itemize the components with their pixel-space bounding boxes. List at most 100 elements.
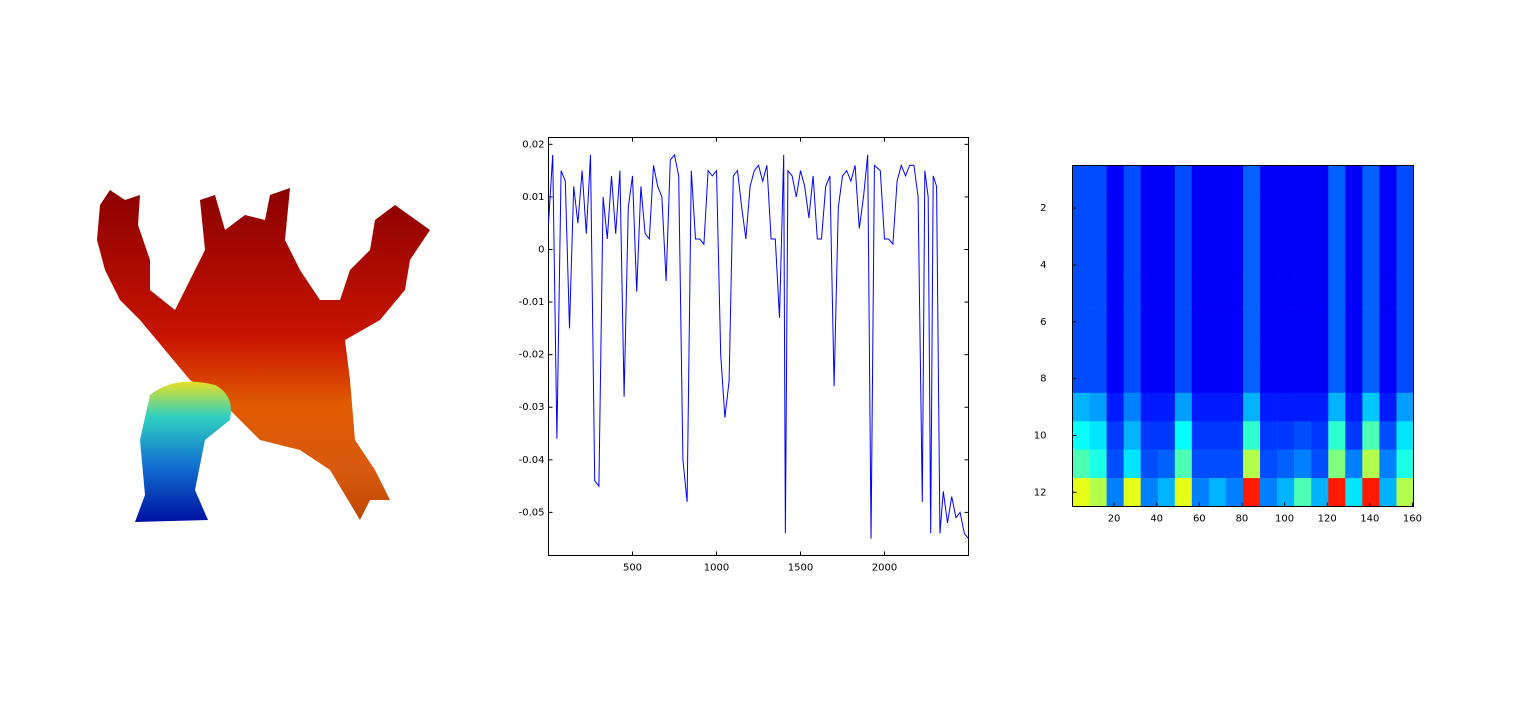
heat-cell <box>1140 421 1159 450</box>
heat-cell <box>1089 165 1107 195</box>
heat-cell <box>1072 364 1090 394</box>
heat-cell <box>1379 222 1397 252</box>
heat-cell <box>1157 193 1176 223</box>
heat-cell <box>1277 421 1295 450</box>
heat-cell <box>1191 478 1210 507</box>
heat-cell <box>1157 336 1176 365</box>
heat-cell <box>1345 364 1363 394</box>
heat-cell <box>1294 193 1312 223</box>
heat-cell <box>1157 364 1176 394</box>
heat-cell <box>1379 478 1397 507</box>
heat-cell <box>1174 478 1193 507</box>
heat-cell <box>1294 392 1312 422</box>
heat-cell <box>1396 449 1414 479</box>
heat-cell <box>1106 279 1124 308</box>
heat-cell <box>1260 222 1278 252</box>
heat-cell <box>1396 336 1414 365</box>
heat-cell <box>1362 222 1380 252</box>
heat-cell <box>1328 193 1346 223</box>
heat-cell <box>1191 250 1210 280</box>
heat-cell <box>1123 449 1141 479</box>
heat-cell <box>1260 421 1278 450</box>
left-leg <box>135 381 231 522</box>
heat-cell <box>1311 250 1329 280</box>
heat-cell <box>1396 279 1414 308</box>
heat-cell <box>1106 364 1124 394</box>
heat-cell <box>1157 449 1176 479</box>
heat-cell <box>1277 364 1295 394</box>
heat-cell <box>1328 392 1346 422</box>
heat-cell <box>1123 222 1141 252</box>
heat-cell <box>1225 421 1244 450</box>
heat-cell <box>1260 279 1278 308</box>
heat-cell <box>1243 449 1261 479</box>
heat-cell <box>1157 165 1176 195</box>
heat-cell <box>1277 449 1295 479</box>
heat-cell <box>1089 392 1107 422</box>
heat-cell <box>1260 165 1278 195</box>
heat-cell <box>1089 193 1107 223</box>
heat-cell <box>1089 336 1107 365</box>
heat-cell <box>1379 421 1397 450</box>
heat-cell <box>1243 392 1261 422</box>
heat-cell <box>1208 364 1227 394</box>
heat-cell <box>1396 478 1414 507</box>
heat-cell <box>1191 449 1210 479</box>
heat-cell <box>1379 193 1397 223</box>
heat-cell <box>1208 307 1227 337</box>
heat-cell <box>1225 279 1244 308</box>
heat-cell <box>1225 250 1244 280</box>
heat-cell <box>1191 193 1210 223</box>
heat-cell <box>1311 193 1329 223</box>
heat-cell <box>1123 478 1141 507</box>
y-tick-label: 12 <box>1034 487 1047 498</box>
heat-cell <box>1260 336 1278 365</box>
heat-cell <box>1277 193 1295 223</box>
heat-cell <box>1362 392 1380 422</box>
heat-cell <box>1260 193 1278 223</box>
heat-cell <box>1311 336 1329 365</box>
heat-cell <box>1208 392 1227 422</box>
heat-cell <box>1157 222 1176 252</box>
heat-cell <box>1140 392 1159 422</box>
y-tick-label: -0.02 <box>519 350 545 361</box>
heat-cell <box>1072 478 1090 507</box>
heat-cell <box>1140 307 1159 337</box>
heat-cell <box>1208 421 1227 450</box>
heat-cell <box>1208 165 1227 195</box>
heat-cell <box>1191 421 1210 450</box>
heat-cell <box>1225 336 1244 365</box>
heat-cell <box>1157 421 1176 450</box>
heat-cell <box>1328 336 1346 365</box>
data-line <box>548 153 969 539</box>
x-tick-label: 40 <box>1150 514 1163 525</box>
heat-cell <box>1243 478 1261 507</box>
heat-cell <box>1396 193 1414 223</box>
heat-cell <box>1072 193 1090 223</box>
heat-cell <box>1260 449 1278 479</box>
heat-cell <box>1191 222 1210 252</box>
heat-cell <box>1260 392 1278 422</box>
heat-cell <box>1243 279 1261 308</box>
heat-cell <box>1208 193 1227 223</box>
heat-cell <box>1328 478 1346 507</box>
heat-cell <box>1311 307 1329 337</box>
heat-cell <box>1396 250 1414 280</box>
heat-cell <box>1208 449 1227 479</box>
heat-cell <box>1072 392 1090 422</box>
heat-cell <box>1294 279 1312 308</box>
heat-cell <box>1191 307 1210 337</box>
heat-cell <box>1089 279 1107 308</box>
heat-cell <box>1294 478 1312 507</box>
heat-cell <box>1089 222 1107 252</box>
x-tick-label: 1000 <box>704 563 729 574</box>
heat-cell <box>1345 307 1363 337</box>
heat-cell <box>1311 478 1329 507</box>
heat-cell <box>1072 165 1090 195</box>
x-tick-label: 140 <box>1360 514 1379 525</box>
heat-cell <box>1089 478 1107 507</box>
heat-cell <box>1225 193 1244 223</box>
y-tick-label: -0.04 <box>519 455 545 466</box>
heat-cell <box>1123 364 1141 394</box>
heat-cell <box>1174 449 1193 479</box>
